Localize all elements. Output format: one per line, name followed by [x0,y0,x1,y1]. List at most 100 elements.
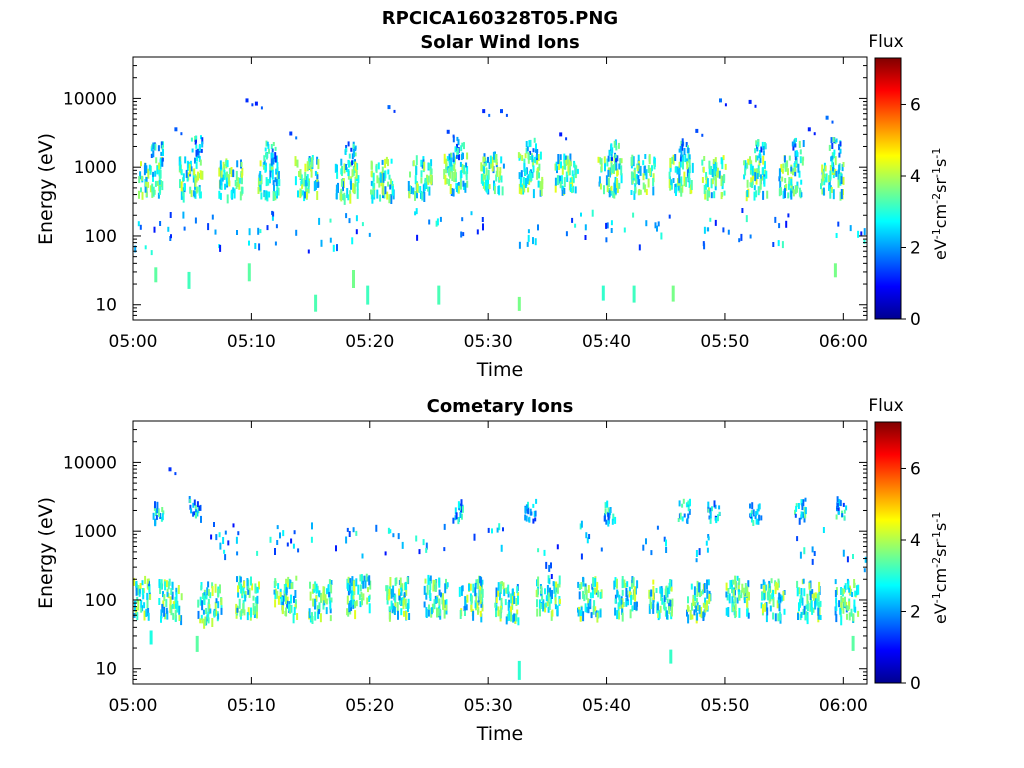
data-cell [572,185,575,193]
data-cell [732,589,735,598]
data-cell [329,237,332,243]
data-cell [187,161,190,168]
data-cell [157,192,160,199]
data-cell [497,606,500,617]
data-cell [621,612,624,622]
data-cell [554,604,557,610]
data-cell [220,183,223,190]
data-cell [605,237,608,243]
data-cell [841,164,844,172]
data-cell [650,550,653,556]
data-cell [566,175,569,182]
data-cell [182,211,185,219]
data-cell [790,166,793,172]
data-cell [248,240,250,246]
data-cell [272,180,275,186]
data-cell [475,592,478,598]
data-cell [738,238,741,243]
data-cell [275,179,278,186]
data-cell [650,589,653,597]
data-cell [304,171,307,180]
data-cell [248,228,251,236]
data-cell [681,138,684,146]
data-cell [355,169,358,179]
data-cell [731,584,733,594]
data-cell [176,603,179,613]
data-cell [613,182,616,193]
data-cell [620,173,623,184]
data-cell [219,179,222,190]
data-cell [695,558,698,563]
data-cell [833,153,836,159]
data-cell [213,610,216,618]
data-cell [613,155,616,162]
data-cell [524,168,527,176]
data-cell [399,577,402,588]
data-cell [842,549,845,557]
data-cell [777,240,780,247]
data-cell [463,142,465,150]
data-cell [167,581,170,590]
data-cell [583,594,586,602]
data-cell [614,607,617,616]
data-cell [148,581,150,587]
data-cell [523,184,526,193]
data-cell [792,189,795,197]
data-cell [134,245,137,253]
data-cell [750,510,753,515]
data-cell [240,161,243,167]
data-cell [592,577,595,588]
data-cell [560,175,563,185]
data-cell [540,585,543,594]
data-cell [847,580,850,590]
data-cell [681,516,684,522]
data-cell [761,591,764,600]
data-cell [798,170,801,178]
data-cell [539,603,542,609]
data-cell [149,594,152,600]
colorbar-tick-label: 4 [910,167,921,187]
data-cell [661,588,664,598]
data-cell [668,179,671,188]
data-cell [659,605,662,613]
data-cell [247,263,251,282]
data-cell [632,285,636,303]
data-cell [535,498,538,504]
data-cell [143,602,146,609]
plot-frame [132,420,868,685]
x-tick-label: 05:50 [700,332,749,352]
data-cell [332,244,335,252]
data-cell [612,513,615,521]
data-cell [489,155,492,164]
data-cell [713,500,716,508]
data-cell [196,148,199,155]
data-cell [840,587,843,595]
data-cell [812,607,815,613]
data-cell [811,558,814,565]
data-cell [599,183,602,190]
data-cell [271,148,274,153]
data-cell [649,167,652,176]
data-cell [474,587,477,597]
data-cell [561,165,564,175]
data-cell [617,602,620,613]
data-cell [608,149,611,156]
x-tick-label: 05:00 [109,332,158,352]
data-cell [274,548,276,555]
data-cell [571,176,574,187]
data-cell [289,605,292,614]
data-cell [605,222,608,229]
data-cell [616,185,619,193]
data-cell [675,187,677,196]
data-cell [273,184,275,194]
data-cell [756,155,759,161]
data-cell [352,183,355,193]
data-cell [400,588,403,596]
data-cell [774,216,777,223]
data-cell [541,595,544,601]
data-cell [347,610,350,617]
data-cell [346,188,349,198]
data-cell [811,546,814,553]
data-cell [158,598,161,605]
data-cell [657,611,660,618]
